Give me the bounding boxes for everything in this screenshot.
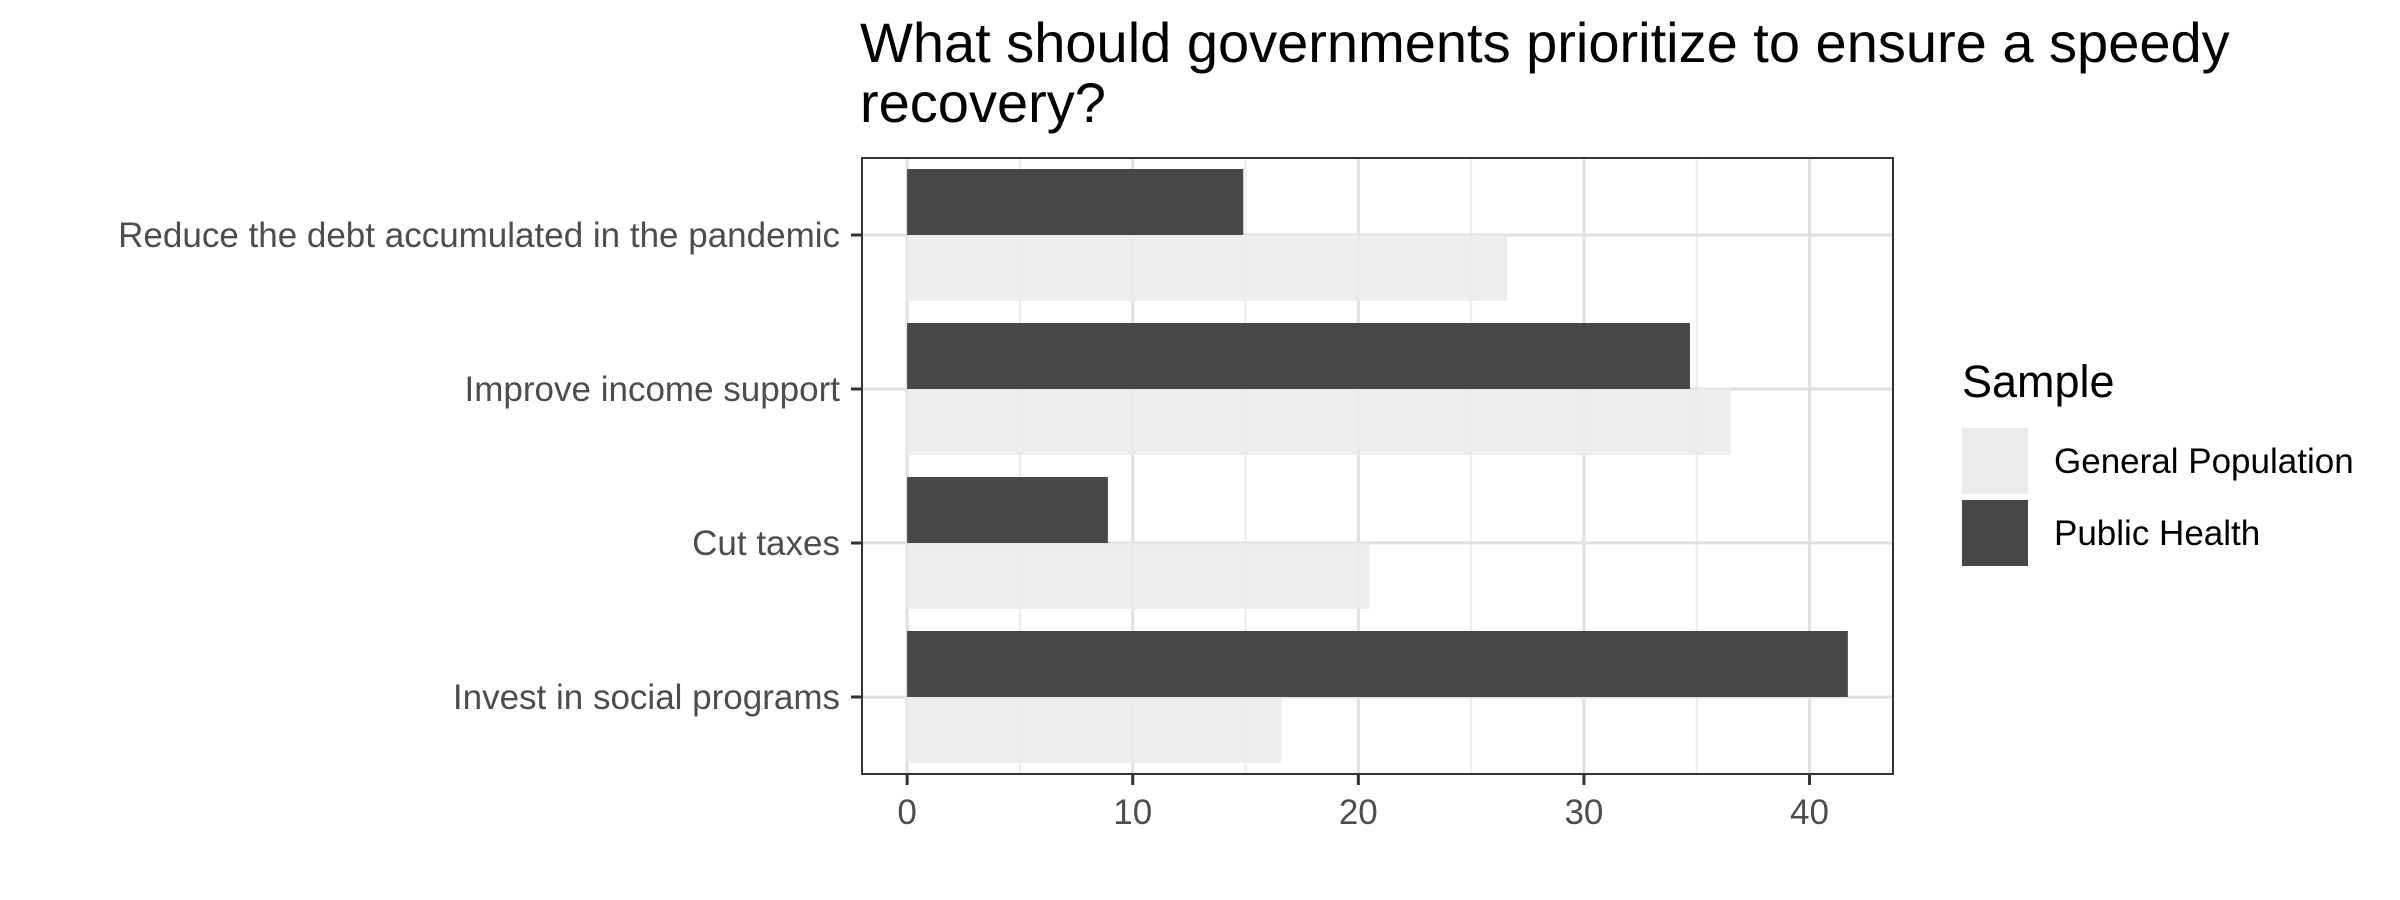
legend: Sample General Population Public Health — [1962, 356, 2354, 566]
chart-title-line: What should governments prioritize to en… — [860, 11, 2230, 74]
panel-border — [861, 157, 1894, 775]
bar-public-health — [907, 169, 1244, 235]
chart-title: What should governments prioritize to en… — [860, 11, 2230, 134]
y-tick-label: Reduce the debt accumulated in the pande… — [118, 216, 840, 255]
legend-title: Sample — [1962, 356, 2115, 407]
x-tick-label: 10 — [1113, 793, 1152, 832]
x-tick-label: 20 — [1339, 793, 1378, 832]
bars — [907, 169, 1848, 763]
y-axis: Reduce the debt accumulated in the pande… — [118, 216, 862, 717]
legend-key — [1962, 428, 2028, 494]
bar-general-population — [907, 389, 1731, 455]
y-tick-label: Cut taxes — [692, 524, 840, 563]
y-tick-label: Invest in social programs — [453, 678, 840, 717]
legend-label: General Population — [2054, 442, 2354, 481]
bar-general-population — [907, 697, 1282, 763]
legend-label: Public Health — [2054, 514, 2260, 553]
x-axis: 0 10 20 30 40 — [897, 774, 1829, 832]
legend-key — [1962, 500, 2028, 566]
x-tick-label: 40 — [1790, 793, 1829, 832]
y-tick-label: Improve income support — [465, 370, 841, 409]
x-tick-label: 0 — [897, 793, 916, 832]
bar-public-health — [907, 477, 1108, 543]
chart-title-line: recovery? — [860, 71, 1106, 134]
bar-public-health — [907, 323, 1690, 389]
bar-general-population — [907, 235, 1508, 301]
x-tick-label: 30 — [1564, 793, 1603, 832]
bar-public-health — [907, 631, 1848, 697]
bar-general-population — [907, 543, 1370, 609]
